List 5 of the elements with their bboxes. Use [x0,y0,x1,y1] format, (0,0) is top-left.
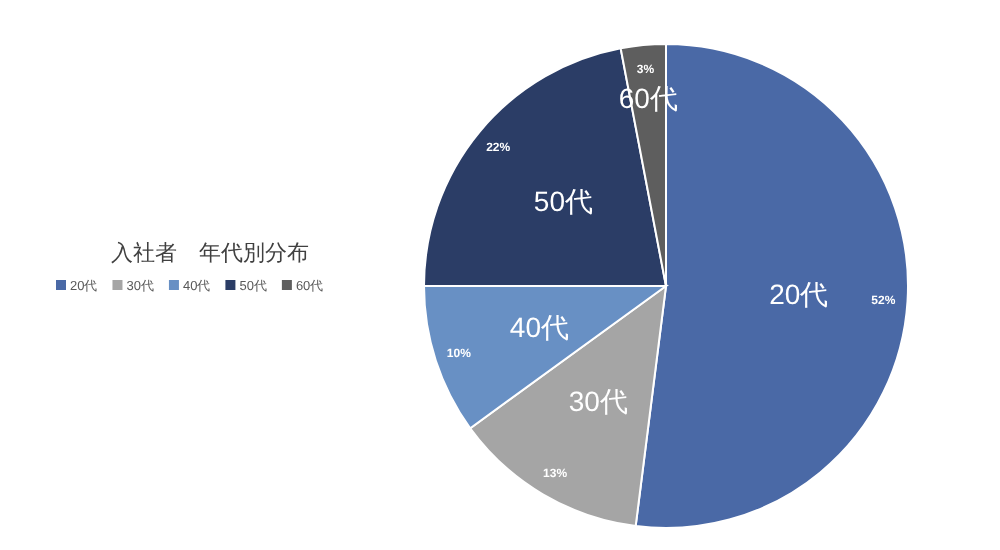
slice-label: 40代 [509,311,569,344]
slice-label: 30代 [568,384,628,417]
slice-label: 20代 [769,278,829,311]
text: 入社者 年代別分布 [111,240,309,266]
slice-label: 50代 [533,185,594,218]
